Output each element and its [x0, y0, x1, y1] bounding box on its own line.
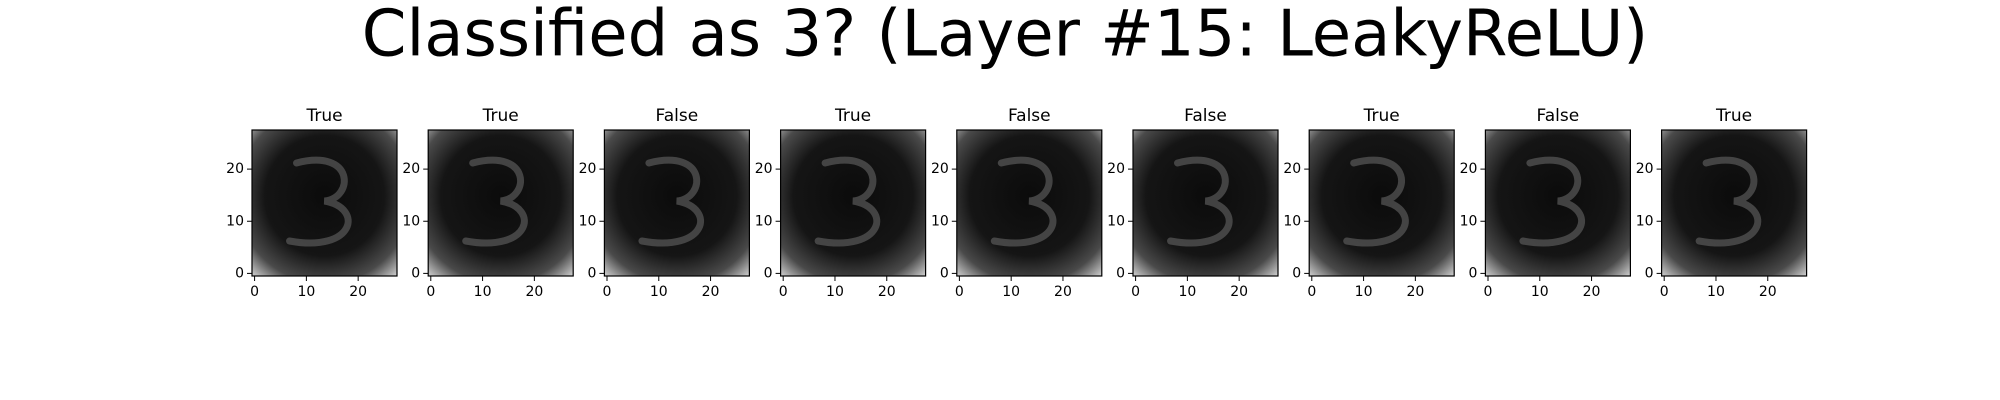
y-tick-label: 0	[1292, 265, 1301, 281]
x-tick-label: 20	[1583, 284, 1601, 300]
x-tick-label: 0	[1131, 284, 1140, 300]
x-tick-label: 20	[1230, 284, 1248, 300]
axes-frame	[1308, 129, 1455, 277]
panel: True 0 10 20 0 10 20	[1283, 106, 1455, 300]
y-tick-label: 0	[587, 265, 596, 281]
y-tick-label: 0	[235, 265, 244, 281]
panel-title: True	[834, 106, 871, 126]
y-tick-label: 20	[1460, 161, 1478, 177]
x-tick-label: 0	[250, 284, 259, 300]
x-tick-label: 10	[474, 284, 492, 300]
y-tick-label: 20	[402, 161, 420, 177]
y-tick-label: 10	[931, 213, 949, 229]
y-tick-label: 10	[1107, 213, 1125, 229]
panel-title: False	[1537, 106, 1580, 126]
x-tick-label: 20	[1054, 284, 1072, 300]
image-texture	[814, 156, 881, 247]
image-texture	[1695, 156, 1762, 247]
x-tick-label: 20	[702, 284, 720, 300]
x-tick-label: 0	[1307, 284, 1316, 300]
image-texture	[638, 156, 705, 247]
x-tick-label: 10	[1002, 284, 1020, 300]
panel-title: False	[1008, 106, 1051, 126]
y-tick-label: 20	[1283, 161, 1301, 177]
y-tick-label: 10	[1636, 213, 1654, 229]
panel: True 0 10 20 0 10 20	[226, 106, 398, 300]
panel-title: True	[482, 106, 519, 126]
x-tick-label: 0	[603, 284, 612, 300]
image-texture	[462, 156, 528, 247]
image-texture	[1167, 156, 1233, 247]
y-tick-label: 10	[579, 213, 597, 229]
axes-frame	[956, 129, 1103, 277]
axes-frame	[1484, 129, 1632, 277]
y-tick-label: 10	[1460, 213, 1478, 229]
image-texture	[1343, 156, 1409, 247]
axes-frame	[427, 129, 574, 277]
image-texture	[990, 156, 1057, 247]
y-tick-label: 0	[940, 265, 949, 281]
axes-frame	[603, 129, 751, 277]
y-tick-label: 0	[1116, 265, 1125, 281]
panel: True 0 10 20 0 10 20	[755, 106, 927, 300]
panel-title: False	[656, 106, 699, 126]
x-tick-label: 20	[349, 284, 367, 300]
x-tick-label: 10	[650, 284, 668, 300]
y-tick-label: 0	[411, 265, 420, 281]
axes-frame	[1660, 129, 1808, 277]
x-tick-label: 0	[1484, 284, 1493, 300]
y-tick-label: 0	[1468, 265, 1477, 281]
x-tick-label: 10	[1178, 284, 1196, 300]
x-tick-label: 10	[1531, 284, 1549, 300]
panel: True 0 10 20 0 10 20	[402, 106, 574, 300]
panel: False 0 10 20 0 10 20	[931, 106, 1103, 300]
x-tick-label: 10	[826, 284, 844, 300]
y-tick-label: 10	[755, 213, 773, 229]
axes-frame	[1132, 129, 1279, 277]
image-texture	[1519, 156, 1586, 247]
y-tick-label: 20	[1107, 161, 1125, 177]
panel-title: True	[305, 106, 342, 126]
x-tick-label: 10	[1707, 284, 1725, 300]
y-tick-label: 20	[226, 161, 244, 177]
axes-frame	[251, 129, 398, 277]
y-tick-label: 10	[402, 213, 420, 229]
y-tick-label: 20	[579, 161, 597, 177]
x-tick-label: 0	[955, 284, 964, 300]
y-tick-label: 20	[755, 161, 773, 177]
x-tick-label: 20	[525, 284, 543, 300]
x-tick-label: 0	[426, 284, 435, 300]
y-tick-label: 10	[1283, 213, 1301, 229]
figure-title: Classified as 3? (Layer #15: LeakyReLU)	[362, 0, 1649, 72]
x-tick-label: 0	[779, 284, 788, 300]
x-tick-label: 0	[1660, 284, 1669, 300]
y-tick-label: 0	[764, 265, 773, 281]
panel: False 0 10 20 0 10 20	[579, 106, 751, 300]
y-tick-label: 0	[1645, 265, 1654, 281]
axes-frame	[779, 129, 927, 277]
x-tick-label: 20	[1759, 284, 1777, 300]
panel: False 0 10 20 0 10 20	[1460, 106, 1632, 300]
panel-title: False	[1184, 106, 1227, 126]
x-tick-label: 20	[878, 284, 896, 300]
y-tick-label: 20	[1636, 161, 1654, 177]
x-tick-label: 20	[1406, 284, 1424, 300]
image-texture	[286, 156, 352, 247]
panel-title: True	[1715, 106, 1752, 126]
panel-title: True	[1363, 106, 1400, 126]
x-tick-label: 10	[297, 284, 315, 300]
panel: True 0 10 20 0 10 20	[1636, 106, 1808, 300]
y-tick-label: 20	[931, 161, 949, 177]
panel: False 0 10 20 0 10 20	[1107, 106, 1279, 300]
y-tick-label: 10	[226, 213, 244, 229]
x-tick-label: 10	[1355, 284, 1373, 300]
